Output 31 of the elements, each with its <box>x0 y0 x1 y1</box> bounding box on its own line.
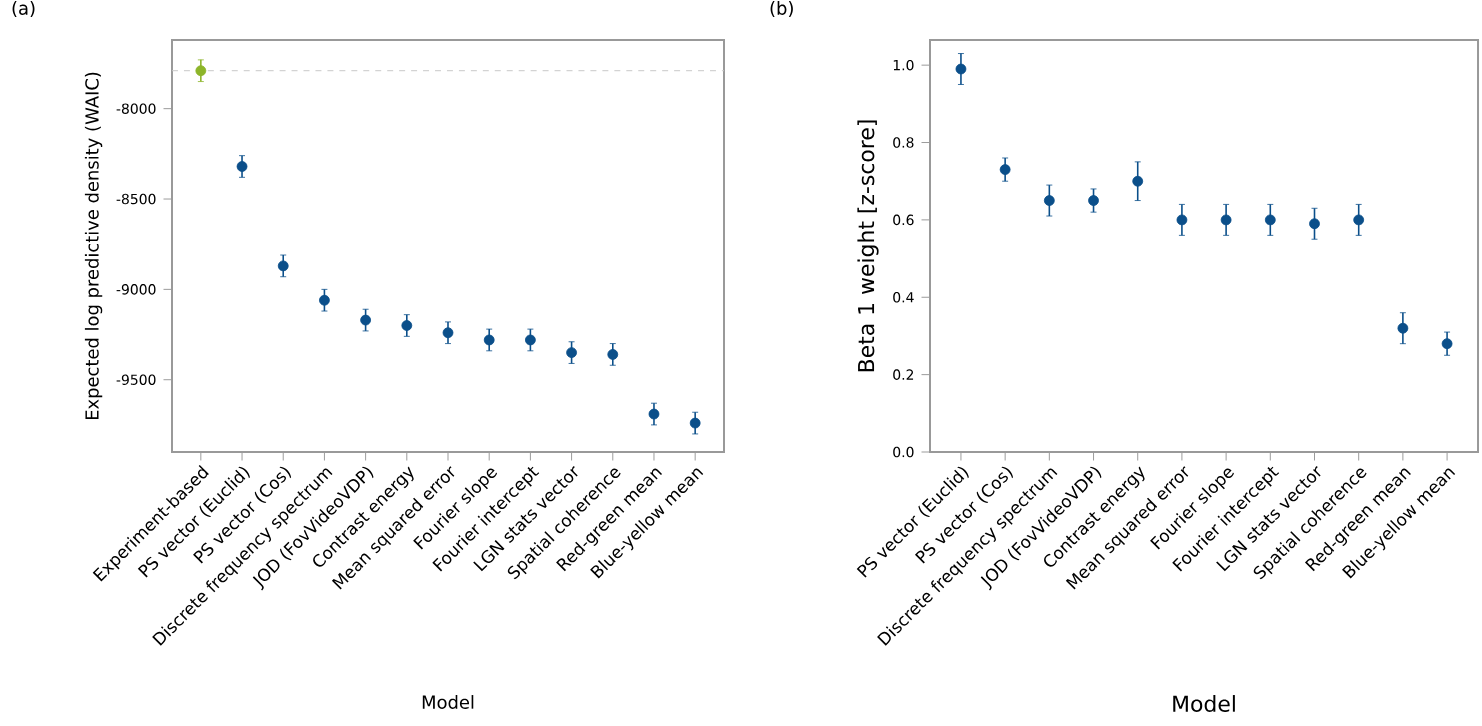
y-axis-title: Expected log predictive density (WAIC) <box>84 72 103 420</box>
point <box>360 314 371 326</box>
point <box>1043 195 1055 206</box>
point <box>236 161 248 172</box>
point <box>442 327 454 339</box>
point <box>999 164 1011 175</box>
point <box>277 260 289 272</box>
point <box>607 349 619 360</box>
point <box>195 65 207 77</box>
point <box>1309 218 1320 230</box>
point <box>1264 214 1276 226</box>
point <box>1441 338 1453 350</box>
point <box>1220 214 1232 226</box>
point <box>483 334 495 346</box>
point <box>1088 195 1099 206</box>
x-axis-title: Model <box>422 695 474 709</box>
point <box>566 347 577 358</box>
point <box>955 63 967 75</box>
point <box>689 417 701 429</box>
point <box>401 320 413 331</box>
point <box>525 334 536 346</box>
x-axis-title: Model <box>1173 695 1235 713</box>
point <box>319 294 330 306</box>
point <box>1397 322 1409 334</box>
text: (b) <box>770 1 793 18</box>
point <box>1353 214 1365 226</box>
point <box>648 408 660 420</box>
point <box>1132 175 1144 187</box>
point <box>1176 214 1188 226</box>
text: (a) <box>12 1 35 18</box>
y-axis-title: Beta 1 weight [z-score] <box>857 120 879 372</box>
